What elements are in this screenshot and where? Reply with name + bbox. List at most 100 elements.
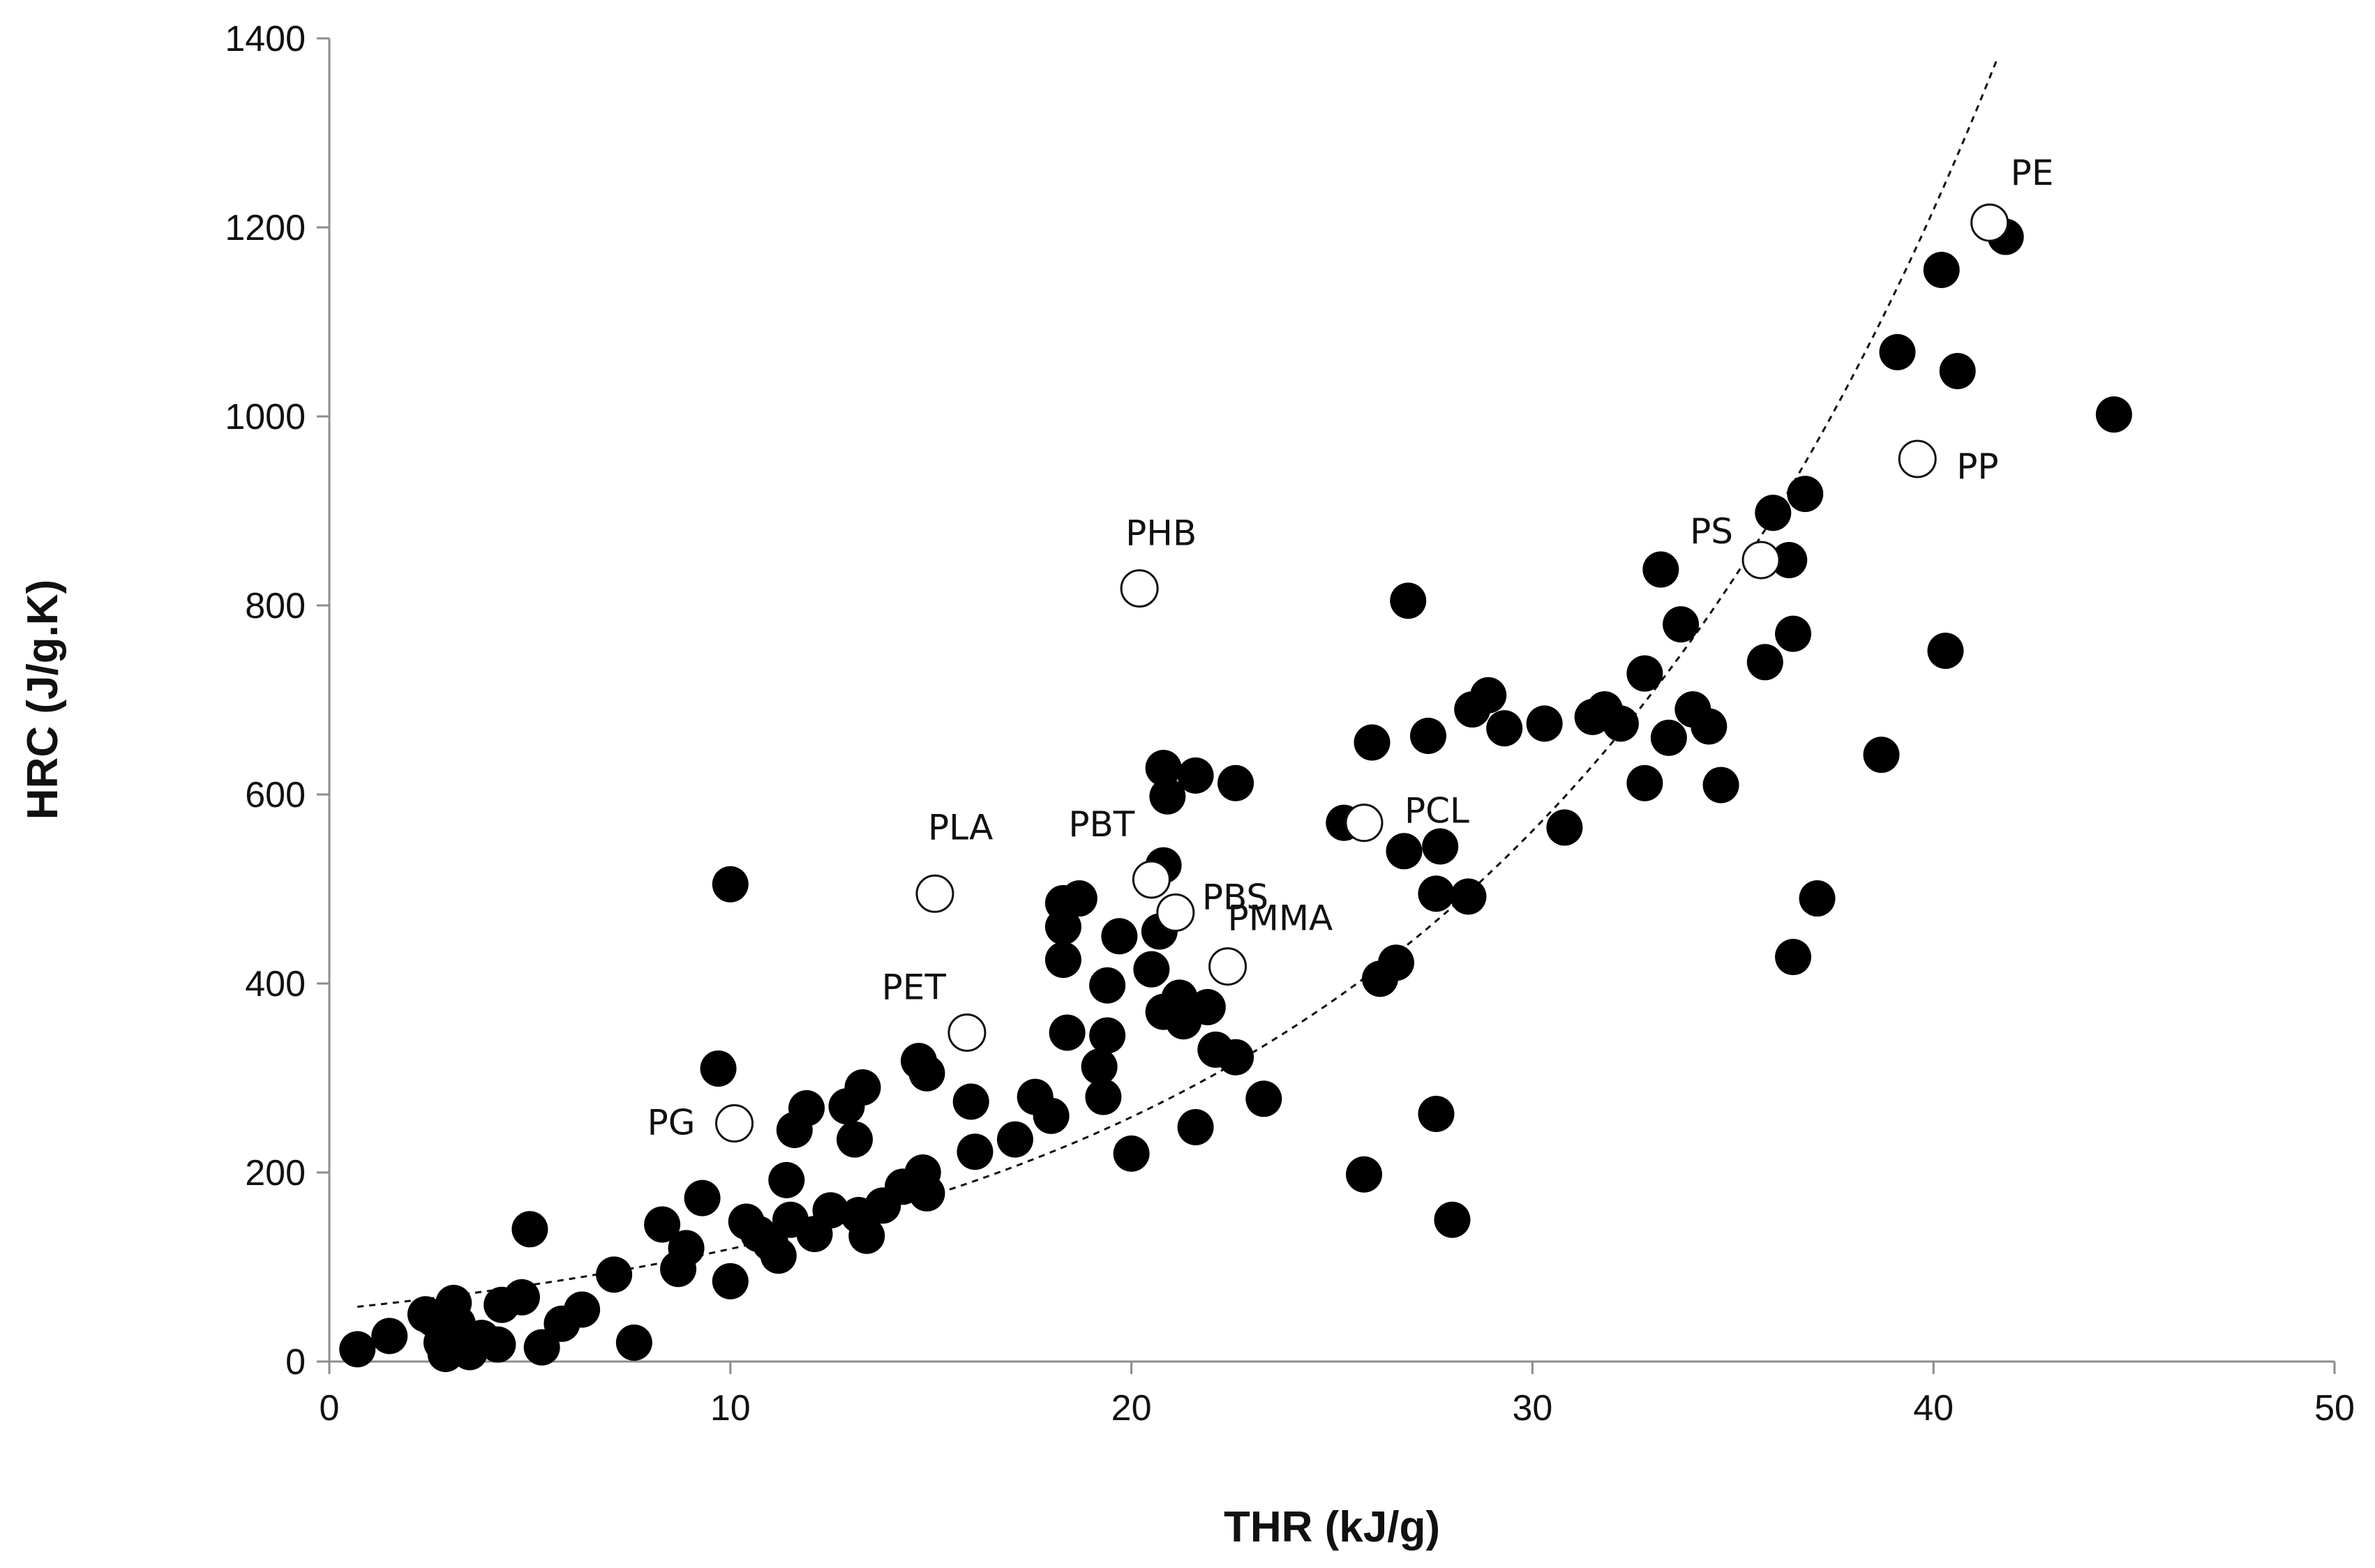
- data-point: [1409, 717, 1446, 754]
- data-point: [812, 1192, 849, 1229]
- data-point: [503, 1279, 540, 1316]
- data-point: [1218, 764, 1254, 801]
- data-point: [1939, 352, 1976, 389]
- point-label-pp: PP: [1956, 446, 1998, 487]
- data-point: [1177, 757, 1214, 794]
- y-tick-label: 800: [245, 586, 306, 626]
- data-point: [1177, 1108, 1214, 1145]
- data-point: [564, 1291, 601, 1328]
- data-point: [1642, 551, 1679, 588]
- data-point: [1189, 988, 1226, 1025]
- data-point: [996, 1121, 1033, 1158]
- data-point: [1434, 1201, 1471, 1238]
- data-point: [1650, 719, 1687, 756]
- data-point-pe: [1970, 203, 2009, 242]
- data-point: [700, 1050, 737, 1087]
- data-point: [615, 1324, 652, 1361]
- data-point: [1787, 476, 1824, 513]
- point-label-pet: PET: [882, 967, 947, 1007]
- data-point: [1149, 778, 1186, 815]
- data-point: [1145, 750, 1182, 787]
- data-point: [712, 866, 749, 903]
- data-point: [1044, 942, 1081, 979]
- x-tick-label: 10: [710, 1388, 751, 1428]
- data-point-phb: [1120, 569, 1159, 608]
- data-point-pla: [915, 874, 954, 913]
- data-point: [957, 1133, 994, 1170]
- y-tick-label: 200: [245, 1153, 306, 1193]
- data-point: [1702, 767, 1739, 804]
- data-point: [836, 1121, 873, 1158]
- data-point: [2095, 396, 2132, 433]
- data-point: [788, 1090, 825, 1126]
- data-point: [1377, 944, 1414, 981]
- data-point: [1626, 655, 1663, 692]
- x-tick-label: 50: [2314, 1388, 2355, 1428]
- data-point: [1113, 1135, 1150, 1172]
- data-points: [339, 203, 2132, 1373]
- data-point-pbs: [1156, 893, 1195, 932]
- data-point-pg: [715, 1104, 754, 1143]
- data-point: [644, 1206, 681, 1243]
- data-point: [844, 1069, 881, 1106]
- data-point: [1470, 677, 1507, 714]
- x-tick-label: 40: [1913, 1388, 1954, 1428]
- data-point: [1061, 880, 1097, 917]
- data-point: [1602, 705, 1639, 742]
- data-point: [1771, 541, 1808, 578]
- x-tick-label: 30: [1512, 1388, 1552, 1428]
- data-point: [1101, 918, 1138, 955]
- y-tick-label: 400: [245, 964, 306, 1004]
- data-point: [768, 1161, 805, 1198]
- data-point: [1526, 705, 1563, 742]
- data-point: [1390, 582, 1427, 619]
- data-point: [1799, 880, 1836, 917]
- data-point: [1755, 495, 1792, 532]
- point-label-pe: PE: [2011, 153, 2054, 193]
- data-point-pp: [1898, 439, 1937, 478]
- data-point-pbt: [1132, 860, 1171, 899]
- data-point: [1691, 708, 1728, 745]
- data-point: [1089, 1017, 1126, 1054]
- point-label-pbt: PBT: [1068, 804, 1134, 845]
- y-tick-label: 1400: [225, 19, 306, 59]
- data-point: [511, 1211, 548, 1248]
- data-point: [684, 1179, 721, 1216]
- data-point: [1049, 1014, 1086, 1051]
- point-label-pcl: PCL: [1404, 791, 1469, 831]
- data-point: [1626, 764, 1663, 801]
- y-tick-label: 600: [245, 775, 306, 815]
- data-point: [1386, 833, 1423, 870]
- data-point: [1418, 1095, 1455, 1132]
- data-point: [1450, 878, 1487, 915]
- trendline: [357, 57, 1999, 1308]
- data-point: [1245, 1080, 1282, 1117]
- point-label-pla: PLA: [928, 807, 993, 847]
- data-point: [1663, 606, 1700, 643]
- data-point: [1746, 644, 1783, 681]
- data-point: [908, 1175, 945, 1212]
- data-point-pet: [947, 1013, 987, 1052]
- point-label-pg: PG: [647, 1103, 696, 1143]
- data-point: [1354, 724, 1391, 761]
- y-tick-label: 1000: [225, 397, 306, 437]
- data-point-ps: [1741, 541, 1781, 580]
- data-point: [848, 1217, 885, 1254]
- data-point: [339, 1331, 376, 1368]
- y-tick-label: 0: [285, 1342, 306, 1382]
- axis-ticks: 0 200 400 600 800 1000 1200 1400 0 10 20 30 40 50: [225, 19, 2355, 1428]
- trendline-layer: [357, 57, 1999, 1308]
- data-point: [1879, 333, 1916, 370]
- data-point: [1081, 1048, 1118, 1085]
- y-axis-title: HRC (J/g.K): [19, 580, 67, 820]
- data-point: [1863, 737, 1900, 774]
- point-label-pmma: PMMA: [1228, 898, 1333, 939]
- data-point: [479, 1326, 516, 1363]
- point-label-pbs: PBS: [1202, 877, 1268, 917]
- data-point: [596, 1256, 633, 1293]
- data-point: [668, 1230, 705, 1267]
- data-point: [908, 1055, 945, 1092]
- data-point: [1089, 967, 1126, 1004]
